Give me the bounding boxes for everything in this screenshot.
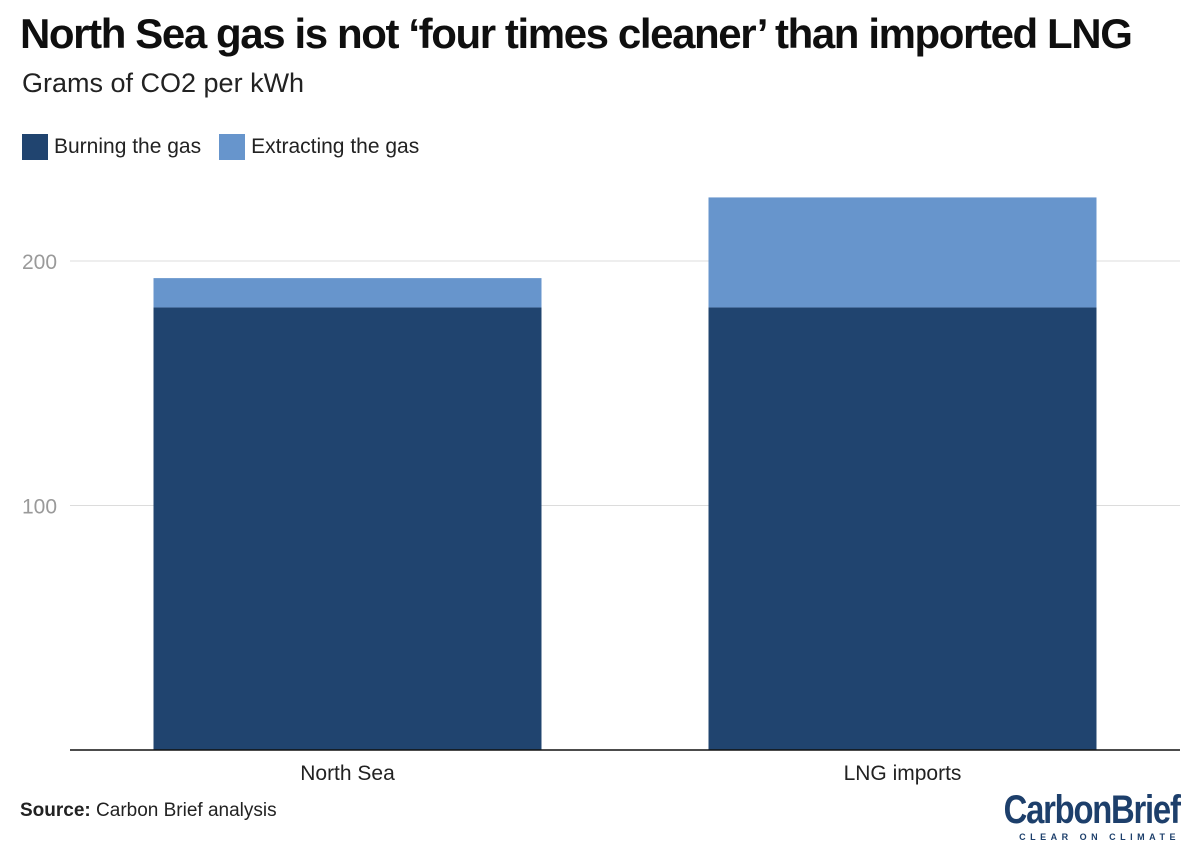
y-tick-label: 100: [22, 496, 57, 519]
chart-subtitle: Grams of CO2 per kWh: [22, 68, 305, 98]
legend-label-burning: Burning the gas: [54, 135, 202, 158]
x-tick-label: North Sea: [300, 762, 395, 785]
chart-title: North Sea gas is not ‘four times cleaner…: [20, 10, 1133, 57]
legend-item-extracting: Extracting the gas: [219, 134, 419, 160]
source-label: Source:: [20, 800, 91, 821]
legend-swatch-extracting: [219, 134, 246, 160]
source-note: Source: Carbon Brief analysis: [20, 800, 277, 822]
y-tick-label: 200: [22, 251, 57, 274]
bar-burning: [153, 307, 542, 750]
legend-swatch-burning: [22, 134, 48, 160]
legend-label-extracting: Extracting the gas: [251, 135, 420, 158]
logo-wordmark: CarbonBrief: [1003, 788, 1181, 832]
x-tick-label: LNG imports: [844, 762, 962, 785]
bar-burning: [708, 307, 1097, 750]
carbon-brief-logo: CarbonBrief CLEAR ON CLIMATE: [965, 788, 1181, 842]
source-text: Carbon Brief analysis: [96, 800, 277, 821]
legend: Burning the gas Extracting the gas: [22, 134, 437, 160]
legend-item-burning: Burning the gas: [22, 134, 201, 160]
logo-tagline: CLEAR ON CLIMATE: [1019, 832, 1180, 842]
bar-extracting: [153, 278, 542, 308]
bar-extracting: [708, 197, 1097, 308]
